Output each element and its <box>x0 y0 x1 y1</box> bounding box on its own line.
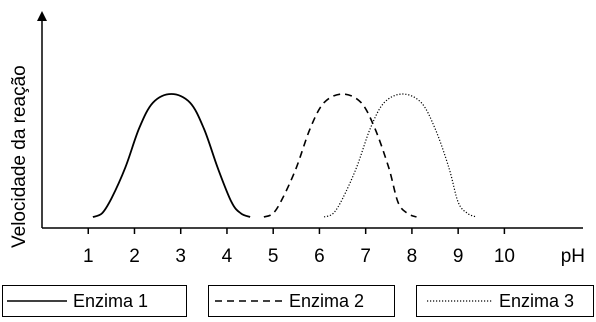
x-tick-label: 3 <box>175 246 186 267</box>
legend-solid-line-swatch <box>7 300 67 302</box>
x-tick-label: 7 <box>360 246 371 267</box>
legend-item-enzima-1: Enzima 1 <box>2 285 187 317</box>
x-tick-label: 2 <box>129 246 140 267</box>
series-lines <box>92 93 477 218</box>
x-axis-label: pH <box>561 246 585 267</box>
legend-label-enzima-1: Enzima 1 <box>73 290 149 311</box>
legend-label-enzima-2: Enzima 2 <box>289 290 365 311</box>
x-tick-label: 8 <box>407 246 418 267</box>
x-tick-label: 5 <box>268 246 279 267</box>
legend-item-enzima-2: Enzima 2 <box>208 285 395 317</box>
y-axis-label: Velocidade da reação <box>9 65 30 248</box>
series-line-3 <box>323 93 477 218</box>
legend-label-enzima-3: Enzima 3 <box>499 290 575 311</box>
legend-item-enzima-3: Enzima 3 <box>416 285 594 317</box>
x-tick-label: 4 <box>222 246 233 267</box>
series-line-2 <box>263 93 417 218</box>
series-line-1 <box>92 93 251 218</box>
x-tick-label: 10 <box>494 246 515 267</box>
x-ticks: 1 2 3 4 5 6 7 8 9 10 <box>83 228 515 267</box>
x-tick-label: 1 <box>83 246 94 267</box>
x-tick-label: 6 <box>314 246 325 267</box>
legend-dotted-line-swatch <box>427 300 493 302</box>
legend-dashed-line-swatch <box>215 300 283 302</box>
x-tick-label: 9 <box>453 246 464 267</box>
